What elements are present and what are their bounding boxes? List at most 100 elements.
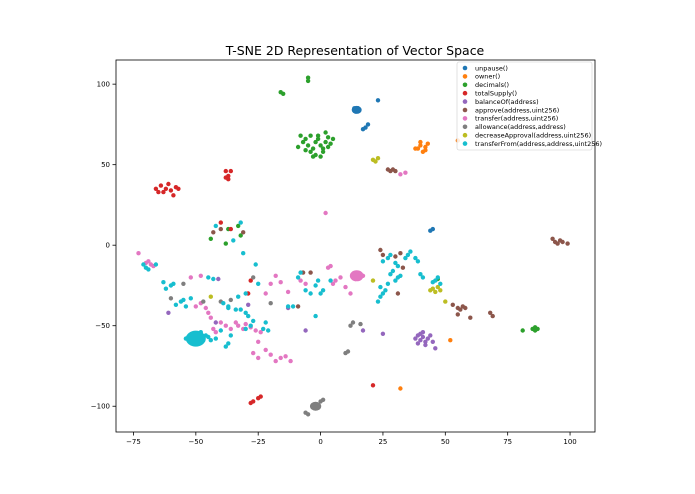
point-6-53 xyxy=(403,170,408,175)
point-9-40 xyxy=(153,262,159,267)
plot-frame xyxy=(115,59,596,433)
point-6-7 xyxy=(338,275,343,280)
point-2-2 xyxy=(305,78,311,84)
point-8-6 xyxy=(435,284,440,290)
legend-label-8: decreaseApproval(address,uint256) xyxy=(475,132,591,140)
point-6-49 xyxy=(328,263,333,269)
point-2-16 xyxy=(295,144,301,150)
x-tick-label-6: 75 xyxy=(503,438,512,446)
y-tick-label-4: 100 xyxy=(97,81,110,89)
point-6-32 xyxy=(213,330,218,335)
point-2-4 xyxy=(298,133,303,138)
point-6-9 xyxy=(330,281,336,286)
y-axis: −100 −50 0 50 100 xyxy=(91,81,116,411)
point-9-59 xyxy=(388,272,393,277)
point-9-35 xyxy=(261,326,266,332)
point-4-15 xyxy=(166,310,171,315)
point-3-14 xyxy=(226,177,231,182)
point-2-23 xyxy=(315,133,321,138)
point-9-31 xyxy=(246,313,251,319)
point-8-2 xyxy=(375,156,381,161)
point-9-14 xyxy=(218,328,223,333)
legend-marker-6 xyxy=(462,116,468,121)
point-4-10 xyxy=(423,342,428,348)
point-8-1 xyxy=(373,159,378,164)
point-9-32 xyxy=(251,318,256,324)
point-5-8 xyxy=(458,307,463,312)
point-9-34 xyxy=(248,323,253,328)
point-4-16 xyxy=(213,320,218,325)
point-9-71 xyxy=(408,249,413,254)
cluster-marker-1 xyxy=(349,270,364,282)
legend-marker-7 xyxy=(462,124,468,130)
point-3-1 xyxy=(158,183,164,188)
point-4-14 xyxy=(303,328,308,333)
point-9-46 xyxy=(303,288,308,293)
point-2-8 xyxy=(308,133,313,138)
point-7-13 xyxy=(228,297,233,303)
point-5-27 xyxy=(308,270,313,275)
point-7-17 xyxy=(181,281,186,286)
legend-marker-5 xyxy=(462,107,468,113)
point-9-82 xyxy=(233,307,238,312)
point-2-9 xyxy=(310,146,316,151)
legend-box xyxy=(456,61,593,151)
point-2-28 xyxy=(236,223,241,229)
legend-label-5: approve(address,uint256) xyxy=(475,106,559,114)
point-9-16 xyxy=(226,341,231,346)
legend-label-9: transferFrom(address,address,uint256) xyxy=(475,140,602,148)
point-9-25 xyxy=(183,304,189,309)
y-tick-label-3: 50 xyxy=(101,161,110,169)
point-1-6 xyxy=(413,146,418,151)
point-6-8 xyxy=(333,278,338,283)
point-7-11 xyxy=(348,323,353,328)
point-6-36 xyxy=(206,310,211,315)
point-2-13 xyxy=(320,146,326,151)
point-9-90 xyxy=(295,275,301,280)
point-6-28 xyxy=(223,323,228,328)
point-9-81 xyxy=(226,304,231,309)
point-9-65 xyxy=(385,255,391,261)
point-9-36 xyxy=(266,328,271,333)
point-6-26 xyxy=(256,355,261,361)
point-6-18 xyxy=(256,339,261,344)
point-1-7 xyxy=(423,148,428,153)
point-6-14 xyxy=(243,321,248,327)
point-2-7 xyxy=(305,143,311,148)
point-9-27 xyxy=(221,301,226,306)
point-6-10 xyxy=(343,284,348,290)
point-9-12 xyxy=(208,338,213,343)
point-4-17 xyxy=(246,302,251,307)
point-5-29 xyxy=(400,265,406,270)
point-9-60 xyxy=(390,268,396,274)
x-tick-label-1: −50 xyxy=(188,438,203,446)
point-6-21 xyxy=(273,358,278,364)
point-6-25 xyxy=(251,350,256,356)
point-9-77 xyxy=(433,278,438,283)
point-9-69 xyxy=(403,255,408,261)
point-6-54 xyxy=(303,281,308,286)
x-tick-label-5: 50 xyxy=(441,438,450,446)
point-2-37 xyxy=(535,326,540,332)
point-9-49 xyxy=(320,288,326,293)
point-9-56 xyxy=(383,288,388,293)
point-9-53 xyxy=(375,299,381,304)
point-5-13 xyxy=(488,310,493,315)
point-5-10 xyxy=(463,305,468,311)
y-tick-label-0: −100 xyxy=(91,403,110,411)
point-1-3 xyxy=(423,144,428,150)
point-6-17 xyxy=(258,330,263,335)
point-9-21 xyxy=(161,280,166,285)
point-9-72 xyxy=(413,255,418,261)
point-1-10 xyxy=(398,386,403,391)
point-7-10 xyxy=(350,320,356,325)
y-tick-label-2: 0 xyxy=(106,242,110,250)
point-9-43 xyxy=(290,304,296,309)
point-4-11 xyxy=(433,346,438,351)
legend-label-3: totalSupply() xyxy=(475,90,517,98)
point-3-8 xyxy=(176,186,181,191)
point-2-3 xyxy=(305,75,311,80)
point-9-17 xyxy=(228,333,233,338)
legend-label-0: unpause() xyxy=(475,64,508,72)
point-5-30 xyxy=(398,251,403,256)
